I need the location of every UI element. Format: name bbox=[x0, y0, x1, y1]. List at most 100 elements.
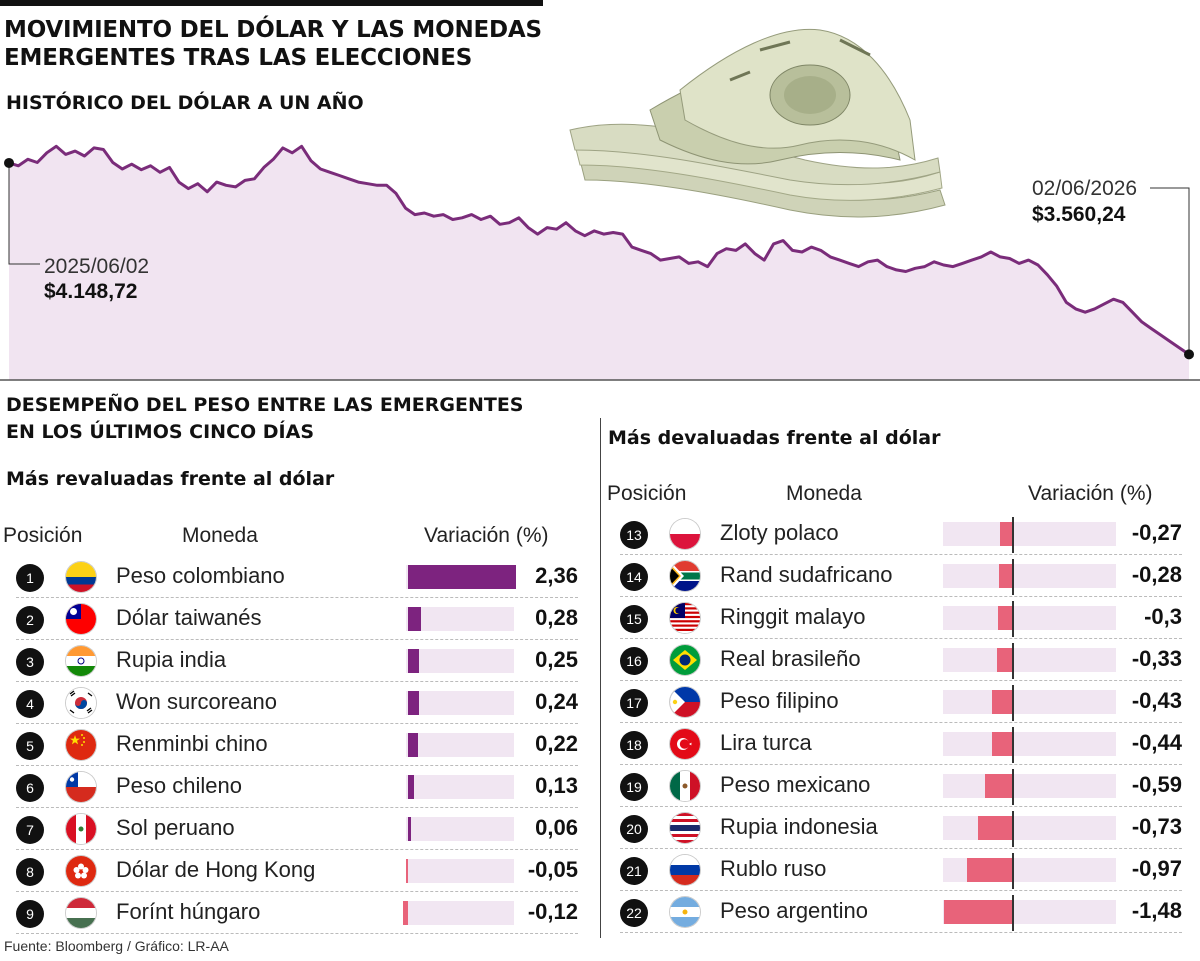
rank-badge: 3 bbox=[16, 648, 44, 676]
zero-axis bbox=[1012, 643, 1014, 679]
currency-name: Lira turca bbox=[720, 730, 812, 755]
currency-name: Peso chileno bbox=[116, 773, 242, 798]
table-row: 9 Forínt húngaro -0,12 bbox=[16, 892, 578, 934]
south-africa-flag-icon bbox=[670, 561, 700, 591]
row-separator bbox=[16, 807, 578, 808]
table-row: 21 Rublo ruso -0,97 bbox=[620, 849, 1182, 891]
source-note: Fuente: Bloomberg / Gráfico: LR-AA bbox=[4, 938, 229, 954]
right-table-heading: Más devaluadas frente al dólar bbox=[608, 427, 941, 449]
variation-value: -0,33 bbox=[1131, 646, 1182, 671]
variation-bar bbox=[943, 900, 1012, 924]
currency-name: Won surcoreano bbox=[116, 689, 278, 714]
table-row: 15 Ringgit malayo -0,3 bbox=[620, 597, 1182, 639]
variation-value: 0,22 bbox=[535, 731, 578, 756]
currency-name: Zloty polaco bbox=[720, 520, 839, 545]
malaysia-flag-icon bbox=[670, 603, 700, 633]
rank-badge: 15 bbox=[620, 605, 648, 633]
table-row: 5 Renminbi chino 0,22 bbox=[16, 724, 578, 766]
currency-name: Rupia indonesia bbox=[720, 814, 878, 839]
variation-value: 0,13 bbox=[535, 773, 578, 798]
bar-track bbox=[943, 648, 1116, 672]
left-col-currency: Moneda bbox=[182, 524, 258, 547]
row-separator bbox=[16, 765, 578, 766]
table-row: 20 Rupia indonesia -0,73 bbox=[620, 807, 1182, 849]
hong-kong-flag-icon bbox=[66, 856, 96, 886]
row-separator bbox=[16, 597, 578, 598]
variation-value: -0,44 bbox=[1131, 730, 1182, 755]
variation-bar bbox=[999, 564, 1012, 588]
start-date-label: 2025/06/02 bbox=[44, 255, 149, 278]
rank-badge: 18 bbox=[620, 731, 648, 759]
currency-name: Rupia india bbox=[116, 647, 227, 672]
zero-axis bbox=[1012, 685, 1014, 721]
variation-value: 2,36 bbox=[535, 563, 578, 588]
rank-badge: 1 bbox=[16, 564, 44, 592]
variation-bar bbox=[978, 816, 1012, 840]
zero-axis bbox=[1012, 559, 1014, 595]
currency-name: Renminbi chino bbox=[116, 731, 268, 756]
row-separator bbox=[16, 639, 578, 640]
table-row: 13 Zloty polaco -0,27 bbox=[620, 513, 1182, 555]
table-row: 2 Dólar taiwanés 0,28 bbox=[16, 598, 578, 640]
brazil-flag-icon bbox=[670, 645, 700, 675]
row-separator bbox=[620, 932, 1182, 933]
table-row: 3 Rupia india 0,25 bbox=[16, 640, 578, 682]
variation-value: -0,3 bbox=[1144, 604, 1182, 629]
hungary-flag-icon bbox=[66, 898, 96, 928]
table-row: 18 Lira turca -0,44 bbox=[620, 723, 1182, 765]
start-value-label: $4.148,72 bbox=[44, 280, 137, 303]
bar-track bbox=[943, 774, 1116, 798]
taiwan-flag-icon bbox=[66, 604, 96, 634]
zero-axis bbox=[1012, 853, 1014, 889]
end-date-label: 02/06/2026 bbox=[1032, 177, 1137, 200]
table-row: 1 Peso colombiano 2,36 bbox=[16, 556, 578, 598]
variation-value: -1,48 bbox=[1131, 898, 1182, 923]
end-point bbox=[1184, 349, 1194, 360]
variation-bar bbox=[402, 901, 408, 925]
argentina-flag-icon bbox=[670, 897, 700, 927]
performance-section-title: DESEMPEÑO DEL PESO ENTRE LAS EMERGENTES … bbox=[6, 392, 524, 446]
currency-name: Peso colombiano bbox=[116, 563, 285, 588]
left-table-heading: Más revaluadas frente al dólar bbox=[6, 468, 335, 490]
indonesia-flag-icon bbox=[670, 813, 700, 843]
currency-name: Real brasileño bbox=[720, 646, 861, 671]
variation-bar bbox=[408, 649, 420, 673]
variation-value: -0,05 bbox=[527, 857, 578, 882]
rank-badge: 7 bbox=[16, 816, 44, 844]
bar-track bbox=[943, 690, 1116, 714]
banknote-stack bbox=[569, 28, 946, 218]
row-separator bbox=[620, 848, 1182, 849]
variation-bar bbox=[998, 606, 1012, 630]
rank-badge: 16 bbox=[620, 647, 648, 675]
currency-name: Rublo ruso bbox=[720, 856, 827, 881]
table-row: 16 Real brasileño -0,33 bbox=[620, 639, 1182, 681]
variation-value: -0,12 bbox=[527, 899, 578, 924]
russia-flag-icon bbox=[670, 855, 700, 885]
variation-value: -0,73 bbox=[1131, 814, 1182, 839]
end-value-label: $3.560,24 bbox=[1032, 203, 1126, 226]
bar-track bbox=[406, 649, 514, 673]
top-rule bbox=[0, 0, 543, 6]
start-leader-line bbox=[8, 162, 40, 265]
variation-value: 0,28 bbox=[535, 605, 578, 630]
right-col-change: Variación (%) bbox=[1028, 482, 1153, 505]
end-leader-line bbox=[1150, 187, 1190, 355]
bar-track bbox=[943, 606, 1116, 630]
variation-bar bbox=[999, 522, 1012, 546]
rank-badge: 21 bbox=[620, 857, 648, 885]
row-separator bbox=[620, 638, 1182, 639]
rank-badge: 20 bbox=[620, 815, 648, 843]
chile-flag-icon bbox=[66, 772, 96, 802]
currency-name: Sol peruano bbox=[116, 815, 235, 840]
right-col-position: Posición bbox=[607, 482, 687, 505]
philippines-flag-icon bbox=[670, 687, 700, 717]
colombia-flag-icon bbox=[66, 562, 96, 592]
rank-badge: 22 bbox=[620, 899, 648, 927]
turkey-flag-icon bbox=[670, 729, 700, 759]
variation-bar bbox=[991, 732, 1012, 756]
bar-track bbox=[943, 732, 1116, 756]
currency-name: Forínt húngaro bbox=[116, 899, 261, 924]
zero-axis bbox=[1012, 727, 1014, 763]
currency-name: Rand sudafricano bbox=[720, 562, 893, 587]
left-col-position: Posición bbox=[3, 524, 83, 547]
